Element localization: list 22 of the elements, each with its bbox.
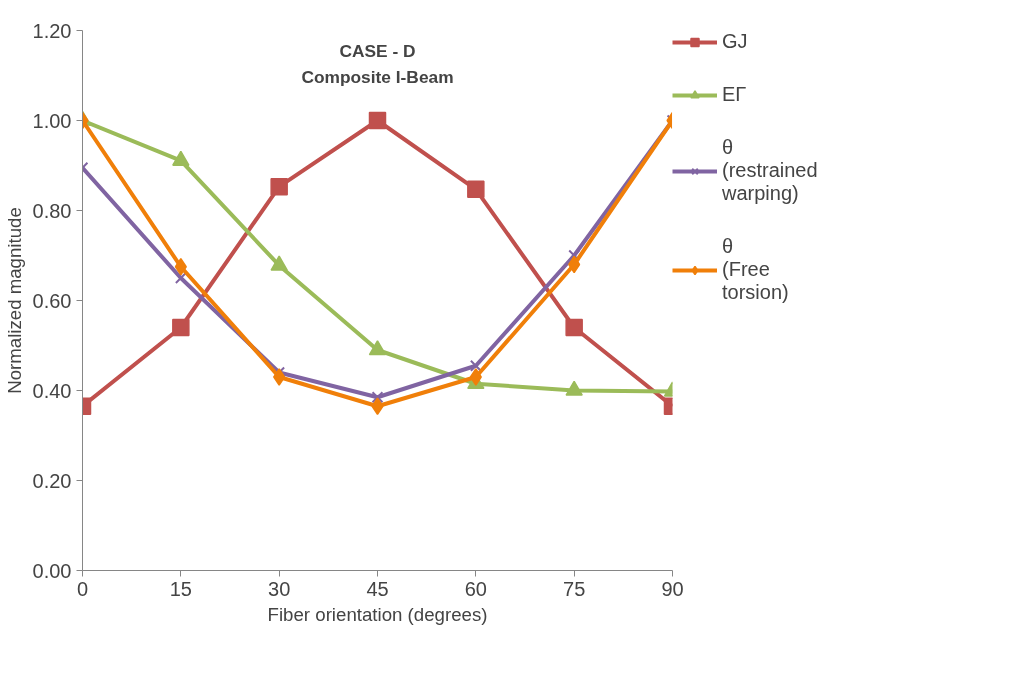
x-tick-label: 60 [464, 577, 487, 600]
y-tick-label: 1.20 [32, 19, 72, 42]
x-tick-label: 0 [76, 577, 89, 600]
y-tick-label: 0.60 [32, 289, 72, 312]
x-tick-label: 15 [169, 577, 192, 600]
x-tick-label: 75 [563, 577, 586, 600]
y-tick-label: 0.20 [32, 469, 72, 492]
x-tick-label: 30 [268, 577, 291, 600]
legend-label: θ (Free torsion) [722, 235, 789, 304]
x-tick-label: 90 [661, 577, 684, 600]
y-tick-label: 0.40 [32, 379, 72, 402]
text: Composite I-Beam [301, 66, 454, 87]
x-axis-title: Fiber orientation (degrees) [267, 603, 488, 625]
y-axis-title: Normalized magnitude [3, 207, 25, 394]
legend-label: GJ [722, 30, 748, 53]
legend-label: θ (restrained warping) [722, 136, 818, 205]
y-tick-label: 0.80 [32, 199, 72, 222]
text: CASE - D [339, 40, 416, 61]
legend-label: EΓ [722, 83, 747, 106]
y-tick-label: 0.00 [32, 559, 72, 582]
y-tick-label: 1.00 [32, 109, 72, 132]
x-tick-label: 45 [366, 577, 389, 600]
